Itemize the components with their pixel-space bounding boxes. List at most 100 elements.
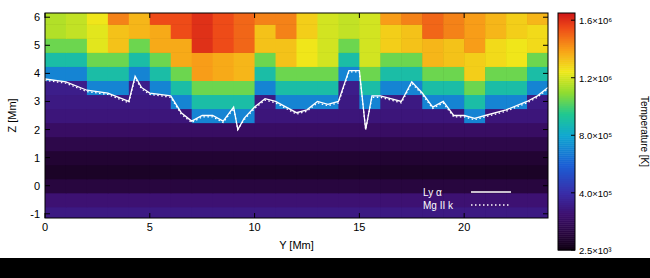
heat-cell: [66, 52, 88, 67]
heat-cell: [443, 13, 465, 25]
heat-cell: [422, 123, 444, 138]
heat-cell: [485, 66, 507, 81]
heat-cell: [255, 179, 277, 194]
heat-cell: [129, 151, 151, 166]
heat-cell: [401, 38, 423, 53]
heat-cell: [276, 66, 298, 81]
heat-cell: [150, 207, 172, 218]
heat-cell: [87, 207, 109, 218]
y-axis-label: Z [Mm]: [6, 98, 18, 132]
heat-cell: [108, 207, 130, 218]
heat-cell: [485, 38, 507, 53]
heat-cell: [317, 207, 339, 218]
x-tick: [149, 213, 150, 218]
heat-cell: [234, 137, 256, 152]
heat-cell: [45, 24, 67, 39]
heat-cell: [464, 80, 486, 95]
heat-cell: [255, 24, 277, 39]
heat-cell: [87, 193, 109, 208]
heat-cell: [506, 38, 528, 53]
heat-cell: [317, 193, 339, 208]
heat-cell: [87, 108, 109, 123]
heat-cell: [87, 123, 109, 138]
y-tick: [543, 73, 548, 74]
heat-cell: [422, 13, 444, 25]
heat-cell: [380, 108, 402, 123]
heat-cell: [66, 108, 88, 123]
heat-cell: [422, 24, 444, 39]
heat-cell: [213, 80, 235, 95]
heat-cell: [527, 193, 548, 208]
colorbar-label: Temperature [K]: [639, 96, 650, 167]
heat-cell: [527, 66, 548, 81]
heat-cell: [485, 94, 507, 109]
heat-cell: [443, 151, 465, 166]
colorbar-tick-label: 1.2×10⁶: [579, 73, 612, 84]
heat-cell: [192, 137, 214, 152]
heat-cell: [276, 179, 298, 194]
x-tick: [359, 213, 360, 218]
heat-cell: [401, 165, 423, 180]
heat-cell: [464, 165, 486, 180]
heat-cell: [380, 80, 402, 95]
heat-cell: [464, 137, 486, 152]
heat-cell: [276, 137, 298, 152]
heat-cell: [380, 151, 402, 166]
heat-cell: [297, 13, 319, 25]
heat-cell: [338, 165, 360, 180]
heat-cell: [422, 66, 444, 81]
heat-cell: [464, 24, 486, 39]
heat-cell: [234, 24, 256, 39]
heat-cell: [150, 52, 172, 67]
x-tick-label: 0: [42, 221, 48, 233]
heat-cell: [171, 108, 193, 123]
heat-cell: [150, 123, 172, 138]
heat-cell: [108, 52, 130, 67]
heat-cell: [401, 13, 423, 25]
heat-cell: [506, 137, 528, 152]
x-tick: [254, 213, 255, 218]
heat-cell: [464, 151, 486, 166]
heat-cell: [527, 13, 548, 25]
heat-cell: [297, 66, 319, 81]
legend-swatch: [471, 204, 511, 205]
colorbar-tick-label: 1.6×10⁶: [579, 15, 612, 26]
heat-cell: [359, 123, 381, 138]
y-tick-label: 1: [34, 152, 40, 164]
heat-cell: [108, 137, 130, 152]
colorbar-tick: [571, 77, 575, 78]
heat-cell: [255, 193, 277, 208]
heat-cell: [45, 137, 67, 152]
heat-cell: [380, 207, 402, 218]
heat-cell: [485, 123, 507, 138]
heat-cell: [150, 137, 172, 152]
heat-cell: [171, 66, 193, 81]
y-tick-label: 4: [34, 67, 40, 79]
heat-cell: [66, 123, 88, 138]
heat-cell: [527, 52, 548, 67]
heat-cell: [213, 137, 235, 152]
plot-frame: [45, 13, 548, 218]
heat-cell: [359, 80, 381, 95]
heat-cell: [317, 80, 339, 95]
heat-cell: [338, 193, 360, 208]
heat-cell: [171, 137, 193, 152]
heat-cell: [192, 151, 214, 166]
heat-cell: [192, 179, 214, 194]
heat-cell: [45, 52, 67, 67]
y-tick: [543, 45, 548, 46]
heat-cell: [380, 66, 402, 81]
heat-cell: [443, 123, 465, 138]
heat-cell: [276, 24, 298, 39]
heat-cell: [171, 193, 193, 208]
heat-cell: [213, 66, 235, 81]
heat-cell: [506, 13, 528, 25]
heat-cell: [485, 165, 507, 180]
heat-cell: [359, 13, 381, 25]
heat-cell: [443, 38, 465, 53]
heat-cell: [87, 24, 109, 39]
heat-cell: [506, 165, 528, 180]
heat-cell: [45, 94, 67, 109]
heat-cell: [150, 151, 172, 166]
y-tick: [45, 73, 50, 74]
